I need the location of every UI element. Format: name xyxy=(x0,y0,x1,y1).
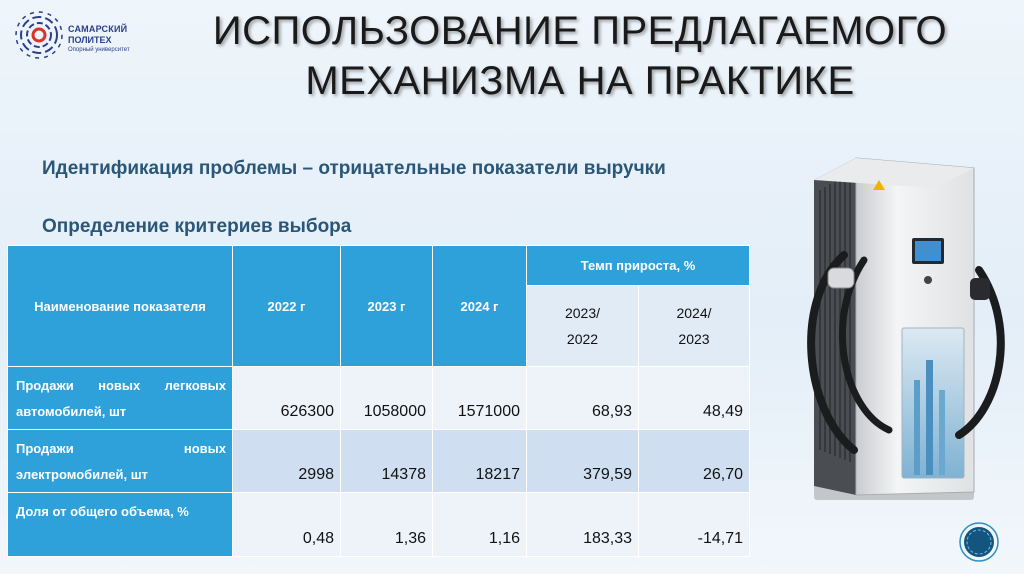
cell-2022: 626300 xyxy=(232,366,341,430)
growth-2-line-2: 2023 xyxy=(678,331,710,347)
row-label-line-1: Продажи новых легковых xyxy=(16,373,226,399)
ev-charging-station-image xyxy=(784,150,1016,526)
header-growth: Темп прироста, % xyxy=(526,245,750,286)
row-label-line-2: электромобилей, шт xyxy=(16,467,148,482)
cell-2024: 18217 xyxy=(432,429,527,493)
university-logo: САМАРСКИЙ ПОЛИТЕХ Опорный университет xyxy=(14,10,164,60)
row-label-word: легковых xyxy=(164,378,226,393)
cell-growth-1: 183,33 xyxy=(526,492,639,557)
cell-growth-1: 379,59 xyxy=(526,429,639,493)
row-label-line-2: автомобилей, шт xyxy=(16,404,127,419)
table-header-row: Наименование показателя 2022 г 2023 г 20… xyxy=(7,245,750,367)
problem-heading: Идентификация проблемы – отрицательные п… xyxy=(42,158,666,179)
row-label-word: Продажи xyxy=(16,441,74,456)
table-row: Продажи новых электромобилей, шт 2998 14… xyxy=(7,429,750,493)
row-label-word: Продажи xyxy=(16,378,74,393)
cell-2024: 1,16 xyxy=(432,492,527,557)
header-growth-2024-2023: 2024/ 2023 xyxy=(638,285,750,367)
cell-growth-2: 48,49 xyxy=(638,366,750,430)
header-growth-2023-2022: 2023/ 2022 xyxy=(526,285,639,367)
growth-1-line-2: 2022 xyxy=(566,331,599,347)
circular-nav-icon[interactable] xyxy=(959,522,999,562)
row-label-word: новых xyxy=(183,441,226,456)
cell-2022: 0,48 xyxy=(232,492,341,557)
logo-line-2: ПОЛИТЕХ xyxy=(68,35,112,45)
header-2022: 2022 г xyxy=(232,245,341,367)
growth-1-line-1: 2023/ xyxy=(564,305,601,321)
row-label-line-1: Продажи новых xyxy=(16,436,226,462)
table-row: Продажи новых легковых автомобилей, шт 6… xyxy=(7,366,750,430)
cell-growth-2: 26,70 xyxy=(638,429,750,493)
cell-2022: 2998 xyxy=(232,429,341,493)
university-logo-icon xyxy=(15,11,63,59)
header-2024: 2024 г xyxy=(432,245,527,367)
page-title-line-1: ИСПОЛЬЗОВАНИЕ ПРЕДЛАГАЕМОГО xyxy=(212,9,948,53)
header-2023: 2023 г xyxy=(340,245,433,367)
page-title-line-2: МЕХАНИЗМА НА ПРАКТИКЕ xyxy=(305,59,855,103)
row-label: Доля от общего объема, % xyxy=(7,492,233,557)
cell-growth-1: 68,93 xyxy=(526,366,639,430)
cell-2023: 1058000 xyxy=(340,366,433,430)
cell-2024: 1571000 xyxy=(432,366,527,430)
logo-line-3: Опорный университет xyxy=(68,47,130,53)
row-label: Продажи новых электромобилей, шт xyxy=(7,429,233,493)
criteria-heading: Определение критериев выбора xyxy=(42,216,352,237)
row-label: Продажи новых легковых автомобилей, шт xyxy=(7,366,233,430)
growth-2-line-1: 2024/ xyxy=(676,305,712,321)
logo-line-1: САМАРСКИЙ xyxy=(68,24,128,34)
indicators-table: Наименование показателя 2022 г 2023 г 20… xyxy=(7,245,750,557)
cell-2023: 14378 xyxy=(340,429,433,493)
table-row: Доля от общего объема, % 0,48 1,36 1,16 … xyxy=(7,492,750,557)
cell-2023: 1,36 xyxy=(340,492,433,557)
page-title: ИСПОЛЬЗОВАНИЕ ПРЕДЛАГАЕМОГО МЕХАНИЗМА НА… xyxy=(180,6,980,106)
row-label-word: новых xyxy=(98,378,141,393)
header-name: Наименование показателя xyxy=(7,245,233,367)
cell-growth-2: -14,71 xyxy=(638,492,750,557)
